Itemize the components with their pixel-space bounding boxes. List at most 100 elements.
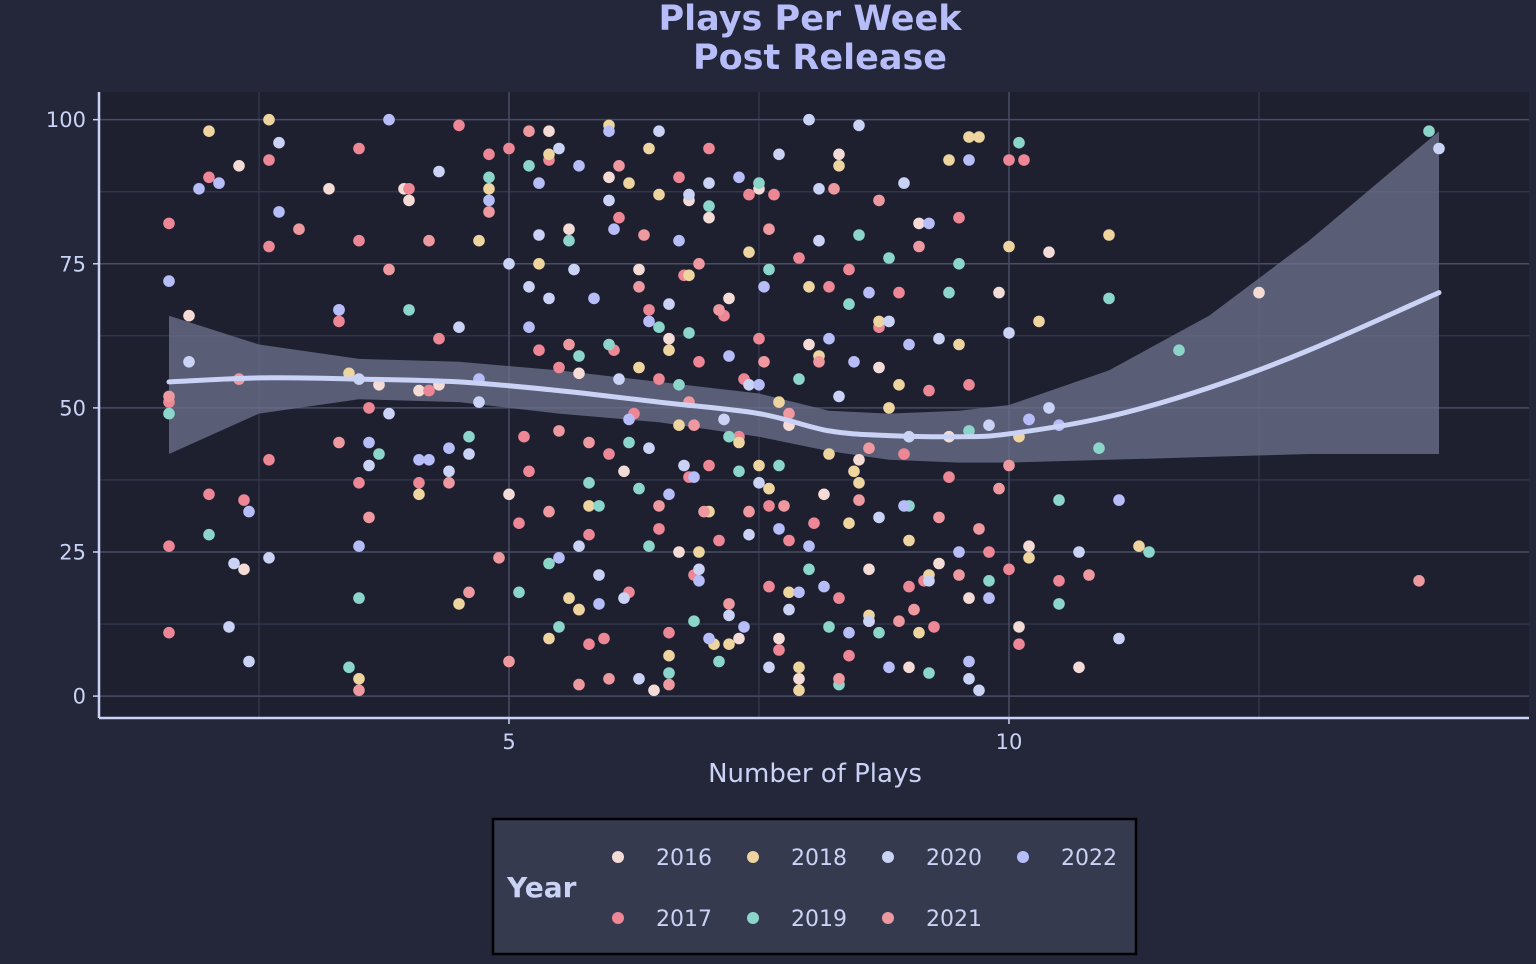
axes [97, 92, 1529, 720]
data-point [803, 563, 815, 576]
data-point [443, 465, 455, 478]
data-point [873, 511, 885, 524]
data-point [793, 661, 805, 674]
chart-title: Plays Per Week Post Release [659, 0, 963, 78]
data-point [743, 379, 755, 391]
data-point [618, 465, 630, 478]
trend-line [166, 290, 1442, 440]
data-point [353, 673, 365, 685]
data-point [563, 338, 575, 351]
data-point [583, 477, 595, 489]
data-point [753, 332, 765, 345]
data-point [553, 425, 565, 437]
data-point [823, 332, 835, 345]
data-point [773, 459, 785, 472]
data-point [843, 263, 855, 276]
data-point [493, 552, 505, 564]
y-tick-label: 100 [46, 108, 86, 132]
data-point [523, 281, 535, 293]
data-point [613, 160, 625, 172]
data-point [1253, 286, 1265, 299]
data-point [693, 258, 705, 270]
data-point [753, 177, 765, 189]
data-point [1023, 413, 1035, 426]
data-point [163, 217, 175, 230]
data-point [863, 615, 875, 627]
data-point [873, 315, 885, 328]
data-point [723, 598, 735, 610]
data-point [263, 240, 275, 253]
data-point [983, 419, 995, 432]
data-point [823, 448, 835, 460]
legend: Year 2016 2017 2018 2019 2020 2021 2022 [491, 817, 1138, 956]
data-point [763, 263, 775, 276]
data-point [503, 142, 515, 155]
data-point [973, 523, 985, 535]
data-point [713, 655, 725, 668]
data-point [663, 649, 675, 662]
data-point [763, 500, 775, 512]
data-point [893, 615, 905, 627]
data-point [483, 194, 495, 207]
data-point [883, 402, 895, 414]
data-point [413, 454, 425, 466]
data-point [903, 580, 915, 593]
data-point [793, 684, 805, 697]
data-point [353, 142, 365, 155]
data-point [793, 586, 805, 599]
data-point [963, 425, 975, 437]
data-point [723, 430, 735, 443]
legend-key-2018 [747, 851, 759, 863]
data-points [163, 113, 1445, 697]
data-point [603, 448, 615, 460]
data-point [908, 603, 920, 616]
data-point [513, 517, 525, 529]
data-point [193, 183, 205, 195]
legend-box [491, 817, 1138, 956]
data-point [933, 557, 945, 570]
data-point [983, 546, 995, 558]
data-point [163, 407, 175, 420]
data-point [553, 361, 565, 374]
data-point [1143, 546, 1155, 558]
data-point [183, 356, 195, 368]
data-point [763, 482, 775, 495]
data-point [643, 142, 655, 155]
data-point [753, 459, 765, 472]
data-point [903, 338, 915, 351]
legend-label-2022: 2022 [1061, 846, 1117, 871]
data-point [1003, 327, 1015, 339]
data-point [703, 632, 715, 645]
data-point [163, 540, 175, 552]
data-point [928, 621, 940, 633]
data-point [718, 413, 730, 426]
data-point [473, 396, 485, 408]
data-point [723, 292, 735, 305]
legend-label-2018: 2018 [791, 846, 847, 871]
data-point [363, 402, 375, 414]
data-point [343, 661, 355, 674]
data-point [853, 477, 865, 489]
data-point [353, 540, 365, 552]
data-point [203, 488, 215, 501]
data-point [613, 211, 625, 224]
data-point [483, 148, 495, 161]
data-point [543, 148, 555, 161]
data-point [693, 575, 705, 587]
data-point [663, 667, 675, 679]
data-point [898, 177, 910, 189]
data-point [1013, 136, 1025, 149]
data-point [443, 442, 455, 455]
data-point [503, 258, 515, 270]
data-point [573, 540, 585, 552]
data-point [563, 223, 575, 235]
data-point [743, 505, 755, 518]
data-point [893, 379, 905, 391]
data-point [753, 379, 765, 391]
data-point [363, 459, 375, 472]
legend-title: Year [506, 871, 577, 904]
data-point [533, 177, 545, 189]
data-point [983, 575, 995, 587]
legend-key-2020 [882, 851, 894, 863]
data-point [623, 177, 635, 189]
